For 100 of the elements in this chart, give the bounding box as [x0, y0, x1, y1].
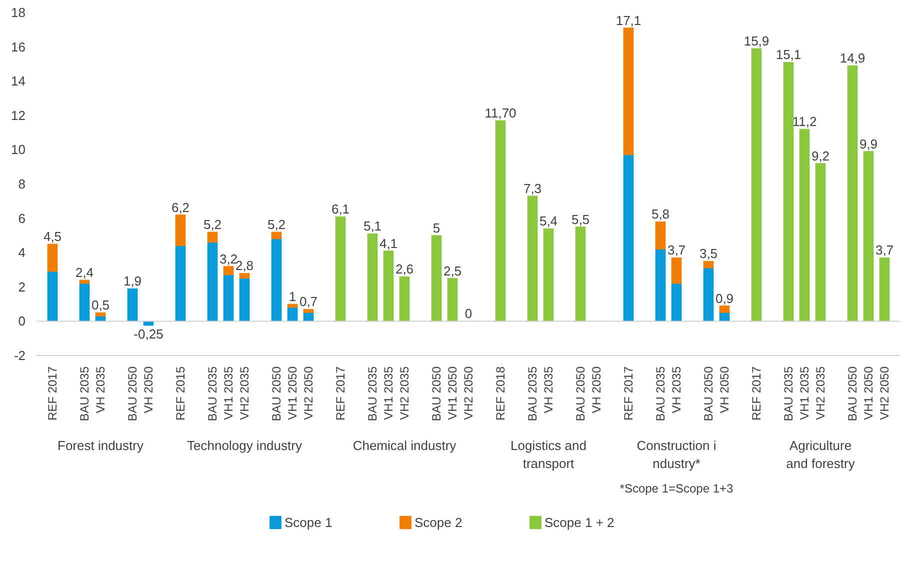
bar [623, 154, 634, 322]
bar [367, 233, 378, 322]
x-tick-label: VH2 2035 [238, 366, 252, 420]
x-tick-label: VH 2050 [590, 366, 604, 414]
y-tick-label: 6 [18, 210, 26, 226]
total-label: 1,9 [123, 274, 142, 289]
x-tick-label: BAU 2050 [574, 366, 588, 422]
bar [671, 257, 682, 284]
x-tick-label: BAU 2050 [702, 366, 716, 422]
y-tick-label: 16 [11, 39, 26, 54]
x-axis-title: Agriculture and forestry [786, 438, 856, 472]
x-tick-label: BAU 2035 [206, 366, 220, 422]
x-tick-label: BAU 2050 [126, 366, 140, 422]
x-tick-label: BAU 2050 [846, 366, 860, 422]
x-tick-label: REF 2015 [174, 366, 188, 421]
x-tick-label: VH1 2050 [862, 366, 876, 420]
y-tick-label: 18 [11, 5, 26, 20]
y-tick-label: 12 [11, 108, 26, 123]
x-tick-label: BAU 2035 [78, 366, 92, 422]
bar [399, 276, 410, 322]
x-tick-label: VH1 2035 [798, 366, 812, 420]
y-tick-label: 4 [18, 245, 26, 260]
x-axis-title: Forest industry [58, 438, 144, 454]
total-label: 15,1 [776, 47, 802, 62]
x-tick-label: VH 2035 [94, 366, 108, 414]
total-label: 5 [432, 220, 440, 236]
x-axis-title: Chemical industry [352, 438, 457, 454]
bar [335, 216, 346, 322]
x-tick-label: BAU 2035 [654, 366, 668, 422]
total-label: 3,7 [875, 242, 894, 258]
x-tick-label: BAU 2035 [782, 366, 796, 422]
total-label: 11,70 [484, 106, 516, 121]
bar [575, 226, 586, 322]
x-tick-label: VH2 2035 [398, 366, 412, 420]
x-tick-label: REF 2017 [334, 366, 348, 421]
total-label: 9,2 [811, 148, 830, 164]
x-tick-label: REF 2018 [494, 366, 508, 421]
legend-label: Scope 1 + 2 [544, 515, 614, 530]
total-label: 2,4 [75, 265, 94, 280]
bar [815, 163, 826, 322]
bar [671, 283, 682, 322]
total-label: 5,8 [651, 206, 670, 222]
bar [527, 196, 538, 322]
bar [719, 306, 730, 313]
x-tick-label: VH 2035 [542, 366, 556, 414]
total-label: 5,2 [203, 217, 222, 232]
x-axis-title: Technology industry [187, 438, 302, 454]
total-label: 0 [464, 306, 472, 322]
y-tick-label: -2 [14, 348, 26, 363]
y-tick-label: 14 [11, 74, 26, 89]
x-tick-label: VH1 2050 [446, 366, 460, 420]
bar [223, 266, 234, 276]
total-label: 2,8 [235, 258, 254, 274]
x-tick-label: VH2 2050 [878, 366, 892, 420]
bar [847, 65, 858, 322]
x-tick-label: REF 2017 [750, 366, 764, 421]
x-tick-label: VH 2050 [142, 366, 156, 414]
bar [47, 271, 58, 322]
bar [239, 272, 250, 279]
x-tick-label: BAU 2035 [366, 366, 380, 422]
total-label: 2,5 [443, 263, 462, 278]
bar [271, 232, 282, 240]
bar [175, 245, 186, 322]
total-label: 7,3 [523, 181, 542, 196]
total-label: 3,5 [699, 246, 718, 262]
bar [623, 28, 634, 156]
bar [175, 214, 186, 246]
total-label: 6,1 [331, 202, 350, 217]
text: *Scope 1=Scope 1+3 [620, 482, 734, 496]
total-label: 6,2 [171, 200, 190, 215]
bar [207, 242, 218, 322]
total-label: 0,9 [715, 290, 734, 306]
x-tick-label: VH2 2050 [462, 366, 476, 420]
bar [447, 278, 458, 322]
bar [863, 151, 874, 322]
total-label: 2,6 [395, 262, 414, 277]
x-tick-label: VH2 2050 [302, 366, 316, 420]
bar [783, 62, 794, 322]
bar [95, 312, 106, 316]
x-tick-label: REF 2017 [622, 366, 636, 421]
total-label: 4,1 [379, 236, 398, 251]
x-tick-label: VH 2035 [670, 366, 684, 414]
y-tick-label: 10 [11, 142, 26, 158]
bar [223, 274, 234, 322]
total-label: 5,4 [539, 214, 558, 229]
bar [383, 250, 394, 322]
x-tick-label: VH1 2035 [382, 366, 396, 420]
bar [79, 280, 90, 284]
bar [127, 288, 138, 322]
bar [239, 278, 250, 322]
total-label: 3,2 [219, 251, 238, 266]
y-tick-label: 0 [18, 314, 26, 329]
total-label: 1 [288, 289, 296, 304]
x-tick-label: VH1 2050 [286, 366, 300, 420]
bar [495, 120, 506, 322]
x-tick-label: VH2 2035 [814, 366, 828, 420]
y-tick-label: 8 [18, 176, 26, 192]
x-tick-label: VH 2050 [718, 366, 732, 414]
total-label: 5,2 [267, 217, 286, 232]
total-label: 15,9 [744, 34, 770, 49]
